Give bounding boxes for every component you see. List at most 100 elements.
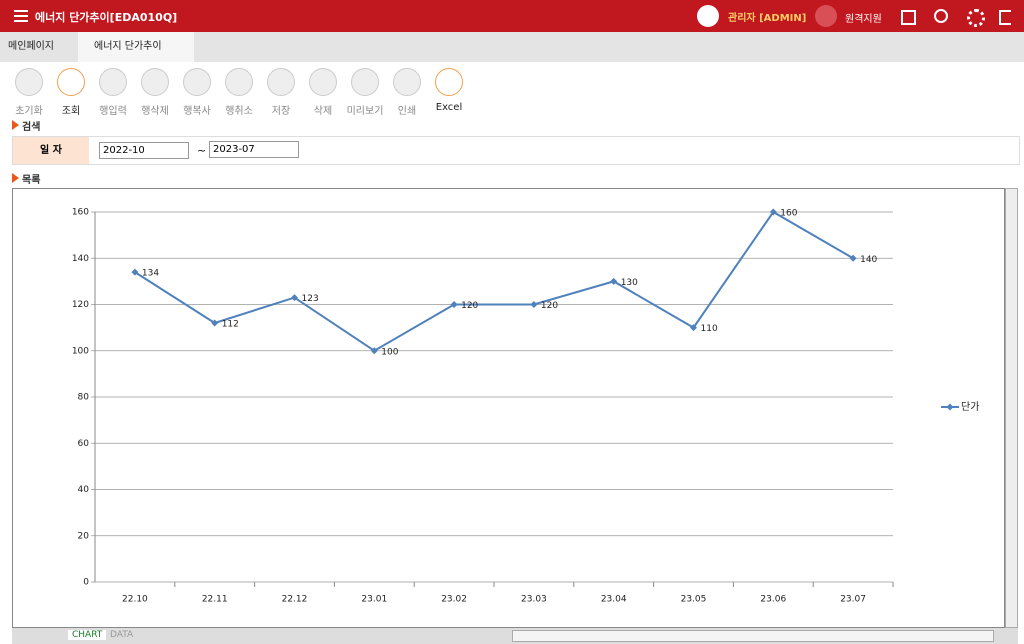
toolbar-button[interactable]: 행복사	[177, 68, 217, 117]
button-label: 행삭제	[141, 106, 169, 117]
x-tick-label: 23.05	[681, 595, 707, 605]
point-marker	[450, 301, 458, 308]
point-marker	[610, 277, 618, 285]
point-marker	[370, 347, 378, 355]
data-label: 120	[541, 301, 558, 311]
button-icon	[393, 68, 421, 96]
point-marker	[690, 324, 697, 332]
toolbar-button[interactable]: 미리보기	[345, 68, 385, 117]
support-link[interactable]: 원격지원	[845, 14, 882, 25]
legend-marker	[946, 403, 954, 411]
button-label: 미리보기	[346, 106, 384, 117]
search-icon[interactable]	[934, 9, 948, 23]
date-to[interactable]: 2023-07	[209, 141, 299, 158]
toolbar-button[interactable]: 행취소	[219, 68, 259, 117]
data-label: 134	[142, 269, 159, 279]
x-tick-label: 23.02	[441, 595, 467, 605]
field-label: 일 자	[13, 137, 89, 164]
button-label: 삭제	[313, 106, 333, 117]
tab[interactable]: 에너지 단가추이	[78, 32, 194, 62]
point-marker	[291, 294, 298, 302]
point-marker	[769, 208, 777, 216]
settings-icon[interactable]	[967, 9, 985, 27]
button-icon	[351, 68, 379, 96]
y-tick-label: 100	[72, 346, 89, 356]
x-tick-label: 23.03	[521, 595, 547, 605]
y-tick-label: 80	[78, 393, 90, 403]
tab-bar: 메인페이지 에너지 단가추이	[0, 32, 1024, 62]
button-icon	[99, 68, 127, 96]
toolbar-button[interactable]: 인쇄	[387, 68, 427, 117]
toolbar-button[interactable]: 행입력	[93, 68, 133, 117]
toolbar-button[interactable]: 조회	[51, 68, 91, 117]
header-bar: 에너지 단가추이[EDA010Q] 관리자 [ADMIN] 원격지원	[0, 0, 1024, 32]
separator: ~	[197, 144, 207, 157]
legend-label: 단가	[961, 401, 979, 413]
sheet-tab[interactable]: DATA	[110, 630, 134, 640]
button-label: 조회	[61, 106, 81, 117]
x-tick-label: 23.04	[601, 595, 627, 605]
sheet-tab[interactable]: CHART	[68, 630, 107, 640]
h-scrollbar[interactable]	[512, 630, 994, 642]
toolbar-button[interactable]: 저장	[261, 68, 301, 117]
button-icon	[225, 68, 253, 96]
toolbar-button[interactable]: Excel	[429, 68, 469, 113]
point-marker	[849, 254, 857, 262]
button-label: 인쇄	[397, 106, 417, 117]
y-tick-label: 60	[78, 439, 90, 449]
button-label: 초기화	[15, 106, 43, 117]
y-tick-label: 160	[72, 208, 89, 218]
button-label: 행취소	[225, 106, 253, 117]
toolbar-button[interactable]: 행삭제	[135, 68, 175, 117]
bottom-bar: CHART DATA	[12, 628, 1018, 644]
menu-icon[interactable]	[14, 10, 28, 12]
series-line	[134, 210, 854, 352]
data-label: 112	[222, 320, 239, 330]
logout-icon[interactable]	[999, 10, 1011, 25]
y-tick-label: 40	[78, 485, 90, 495]
button-label: 행복사	[183, 106, 211, 117]
point-marker	[530, 301, 538, 308]
data-label: 120	[461, 301, 478, 311]
date-from[interactable]: 2022-10	[99, 142, 189, 159]
y-tick-label: 20	[78, 531, 90, 541]
button-icon	[15, 68, 43, 96]
data-label: 100	[381, 347, 398, 357]
button-icon	[57, 68, 85, 96]
chart: 0 20 40 60 80 100 120 140 160 22.10 22.11 22.12 23.0…	[12, 188, 1005, 628]
user-name: 관리자 [ADMIN]	[728, 13, 807, 24]
tab[interactable]: 메인페이지	[8, 41, 54, 52]
point-marker	[131, 268, 139, 276]
data-label: 140	[860, 255, 877, 265]
x-tick-label: 23.06	[760, 595, 786, 605]
x-tick-label: 22.10	[122, 595, 148, 605]
button-icon	[267, 68, 295, 96]
section-title: 검색	[12, 118, 40, 133]
y-tick-label: 140	[72, 254, 89, 264]
support-icon[interactable]	[815, 5, 837, 27]
data-label: 130	[621, 278, 638, 288]
button-icon	[183, 68, 211, 96]
data-label: 160	[780, 209, 797, 219]
y-tick-label: 120	[72, 300, 89, 310]
x-tick-label: 23.01	[361, 595, 387, 605]
scrollbar[interactable]	[1005, 188, 1018, 628]
x-tick-label: 23.07	[840, 595, 866, 605]
page-title: 에너지 단가추이[EDA010Q]	[35, 11, 178, 24]
search-row: 일 자 2022-10 ~ 2023-07	[12, 136, 1020, 165]
data-label: 110	[701, 324, 718, 334]
avatar[interactable]	[697, 5, 719, 27]
x-tick-label: 22.12	[282, 595, 308, 605]
button-icon	[309, 68, 337, 96]
lock-icon[interactable]	[901, 10, 916, 25]
button-label: Excel	[435, 102, 463, 113]
toolbar-button[interactable]: 초기화	[9, 68, 49, 117]
data-label: 123	[302, 294, 319, 304]
x-tick-label: 22.11	[202, 595, 228, 605]
button-label: 저장	[271, 106, 291, 117]
button-icon	[141, 68, 169, 96]
button-label: 행입력	[99, 106, 127, 117]
section-title: 목록	[12, 171, 40, 186]
toolbar-button[interactable]: 삭제	[303, 68, 343, 117]
